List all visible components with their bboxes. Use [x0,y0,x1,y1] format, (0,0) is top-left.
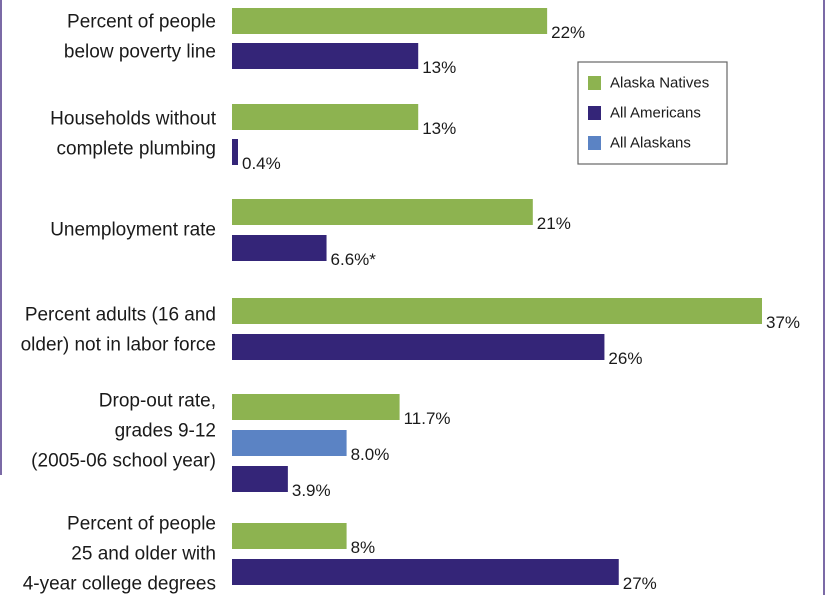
bar-all-americans [232,235,327,261]
bar-all-americans [232,334,605,360]
category-label: Percent of people [67,12,216,33]
bar-alaska-natives [232,104,419,130]
bar-all-americans [232,466,288,492]
legend-entry: All Alaskans [610,135,691,152]
legend-swatch [588,76,601,90]
data-label: 11.7% [404,409,451,428]
bar-alaska-natives [232,523,347,549]
category-label: older) not in labor force [21,335,216,356]
bar-all-alaskans [232,430,347,456]
data-label: 22% [551,23,585,42]
data-label: 6.6%* [331,250,377,269]
category-label: complete plumbing [57,139,216,160]
legend-swatch [588,106,601,120]
legend-entry: Alaska Natives [610,75,709,92]
category-label: (2005-06 school year) [31,451,216,472]
data-label: 13% [422,119,456,138]
category-label: Drop-out rate, [99,391,216,412]
data-label: 8.0% [351,445,390,464]
data-label: 27% [623,574,657,593]
data-label: 8% [351,538,376,557]
category-label: below poverty line [64,42,216,63]
bar-alaska-natives [232,199,533,225]
category-label: 4-year college degrees [23,574,216,595]
bar-alaska-natives [232,298,762,324]
legend: Alaska Natives All Americans All Alaskans [577,61,728,165]
bar-alaska-natives [232,8,548,34]
legend-box [577,61,728,165]
data-label: 21% [537,214,571,233]
data-label: 26% [608,349,642,368]
data-label: 13% [422,58,456,77]
category-label: Households without [50,109,217,130]
bar-all-americans [232,43,419,69]
bar-all-americans [232,559,619,585]
bar-alaska-natives [232,394,400,420]
category-label: Unemployment rate [50,220,216,241]
bar-all-americans [232,139,238,165]
data-label: 0.4% [242,154,281,173]
data-label: 37% [766,313,800,332]
data-label: 3.9% [292,481,331,500]
legend-swatch [588,136,601,150]
category-label: Percent of people [67,514,216,535]
category-label: 25 and older with [71,544,216,565]
category-label: Percent adults (16 and [25,305,216,326]
legend-entry: All Americans [610,105,701,122]
category-label: grades 9-12 [115,421,216,442]
